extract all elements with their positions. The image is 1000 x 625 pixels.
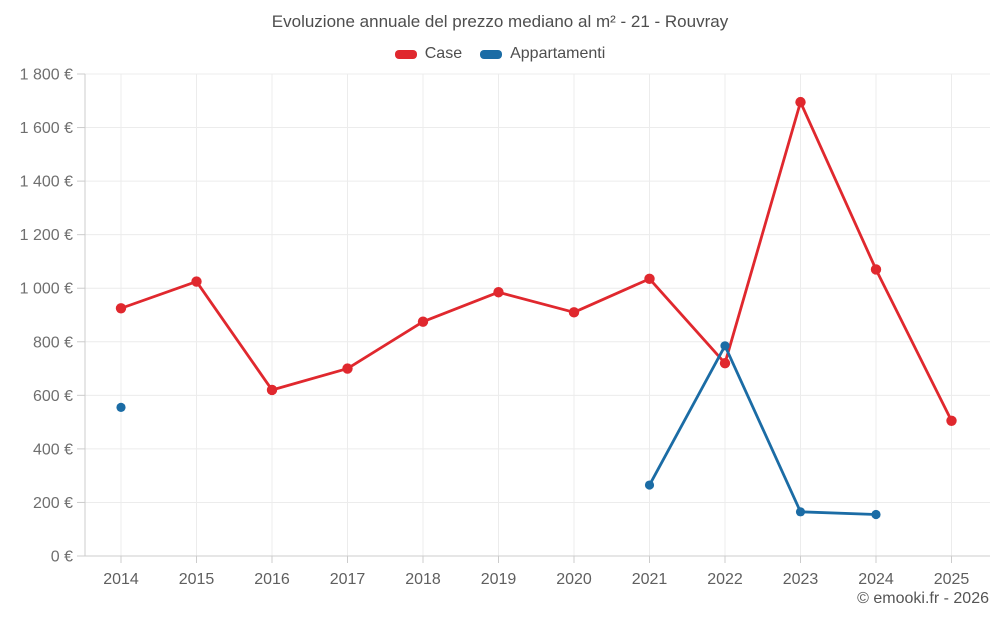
x-tick-label: 2014 — [103, 571, 139, 588]
point-case-2014[interactable] — [115, 303, 127, 314]
y-tick-label: 800 € — [33, 334, 73, 351]
legend-swatch-case — [394, 49, 417, 59]
y-tick-label: 1 000 € — [20, 281, 73, 298]
point-case-2017[interactable] — [342, 363, 353, 374]
x-tick-label: 2016 — [254, 571, 290, 588]
y-tick-label: 1 800 € — [20, 67, 73, 84]
x-tick-label: 2019 — [481, 571, 517, 588]
legend-item-appartamenti[interactable]: Appartamenti — [480, 45, 605, 63]
attribution: © emooki.fr - 2026 — [857, 590, 989, 607]
point-case-2019[interactable] — [493, 287, 504, 298]
point-case-2016[interactable] — [266, 384, 278, 396]
point-case-2015[interactable] — [191, 276, 202, 287]
x-tick-label: 2015 — [179, 571, 215, 588]
point-appartamenti-2021[interactable] — [644, 480, 655, 490]
point-case-2020[interactable] — [568, 307, 580, 318]
y-tick-label: 0 € — [51, 549, 73, 566]
x-tick-label: 2025 — [934, 571, 970, 588]
y-tick-label: 1 200 € — [20, 227, 73, 244]
x-tick-label: 2023 — [783, 571, 819, 588]
y-tick-label: 1 400 € — [20, 174, 73, 191]
point-case-2024[interactable] — [870, 264, 882, 275]
x-tick-label: 2024 — [858, 571, 894, 588]
series-line-case — [119, 100, 953, 423]
legend-swatch-appartamenti — [480, 49, 503, 59]
y-tick-label: 600 € — [33, 388, 73, 405]
series-line-appartamenti — [648, 344, 878, 516]
chart-title: Evoluzione annuale del prezzo mediano al… — [271, 12, 729, 31]
y-tick-label: 200 € — [33, 495, 73, 512]
point-appartamenti-2024[interactable] — [871, 509, 881, 520]
legend-label-appartamenti: Appartamenti — [510, 45, 606, 62]
y-tick-label: 400 € — [33, 441, 73, 458]
point-appartamenti-2023[interactable] — [795, 507, 806, 517]
x-tick-label: 2018 — [405, 571, 441, 588]
point-case-2022[interactable] — [719, 358, 731, 369]
point-case-2021[interactable] — [644, 273, 655, 285]
y-tick-label: 1 600 € — [20, 120, 73, 137]
point-appartamenti-2014[interactable] — [116, 402, 126, 412]
x-tick-label: 2017 — [330, 571, 366, 588]
x-tick-label: 2020 — [556, 571, 592, 588]
x-tick-label: 2021 — [632, 571, 668, 588]
x-tick-label: 2022 — [707, 571, 743, 588]
point-case-2025[interactable] — [946, 415, 957, 426]
legend-item-case[interactable]: Case — [394, 45, 463, 63]
point-case-2023[interactable] — [795, 96, 806, 108]
point-appartamenti-2022[interactable] — [720, 341, 730, 351]
legend-label-case: Case — [424, 45, 463, 62]
point-case-2018[interactable] — [417, 316, 429, 327]
chart-legend: Case Appartamenti — [0, 45, 1000, 63]
